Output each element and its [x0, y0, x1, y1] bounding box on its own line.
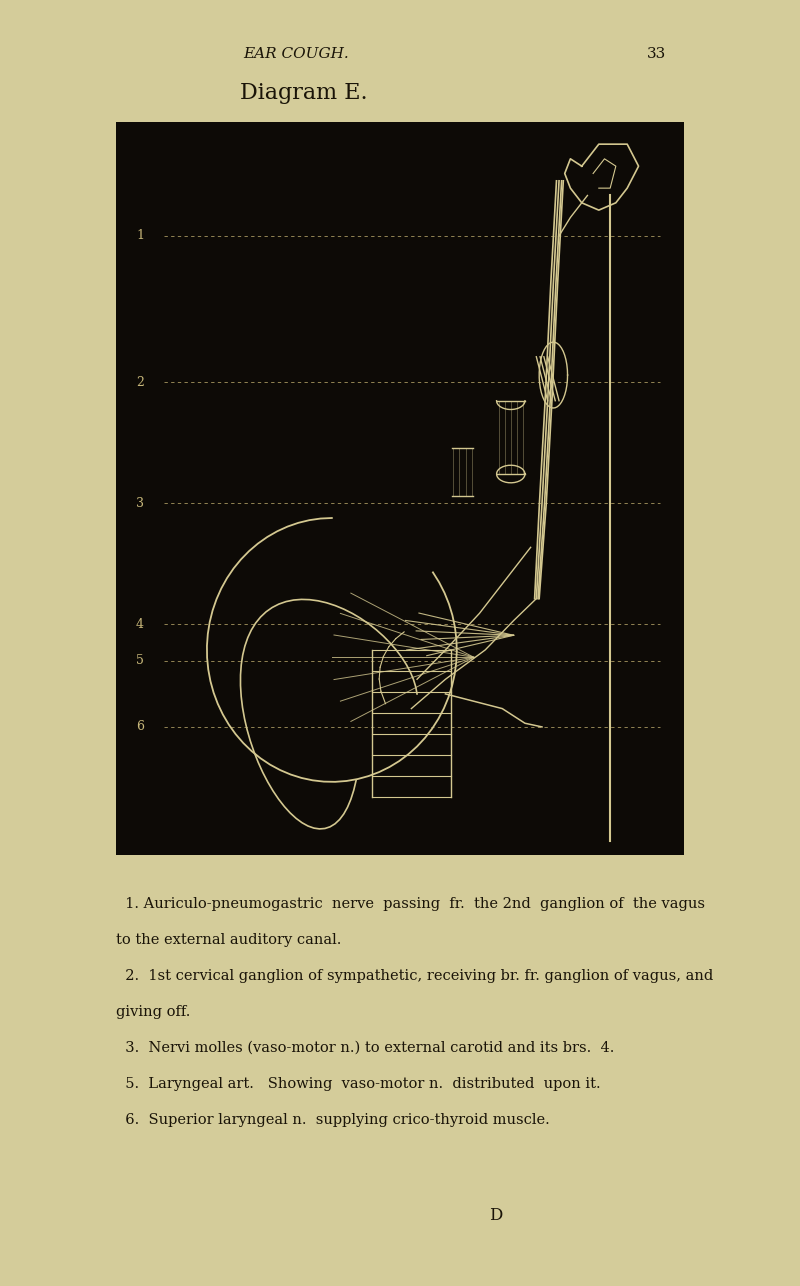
Text: 3.  Nervi molles (vaso-motor n.) to external carotid and its brs.  4.: 3. Nervi molles (vaso-motor n.) to exter…	[116, 1040, 614, 1055]
Bar	[116, 122, 684, 855]
Text: 5.  Laryngeal art.   Showing  vaso-motor n.  distributed  upon it.: 5. Laryngeal art. Showing vaso-motor n. …	[116, 1076, 601, 1091]
Text: giving off.: giving off.	[116, 1004, 190, 1019]
Text: 3: 3	[136, 496, 144, 509]
Text: 1. Auriculo-pneumogastric  nerve  passing  fr.  the 2nd  ganglion of  the vagus: 1. Auriculo-pneumogastric nerve passing …	[116, 896, 705, 910]
Text: 2.  1st cervical ganglion of sympathetic, receiving br. fr. ganglion of vagus, a: 2. 1st cervical ganglion of sympathetic,…	[116, 968, 714, 983]
Text: to the external auditory canal.: to the external auditory canal.	[116, 932, 342, 946]
Text: 6: 6	[136, 720, 144, 733]
Text: 33: 33	[646, 48, 666, 60]
Text: D: D	[490, 1206, 502, 1224]
Text: 4: 4	[136, 617, 144, 631]
Text: Diagram E.: Diagram E.	[240, 81, 368, 104]
Text: 6.  Superior laryngeal n.  supplying crico-thyroid muscle.: 6. Superior laryngeal n. supplying crico…	[116, 1112, 550, 1127]
Text: 2: 2	[136, 376, 144, 388]
Text: EAR COUGH.: EAR COUGH.	[243, 48, 349, 60]
Text: 1: 1	[136, 229, 144, 242]
Text: 5: 5	[136, 655, 144, 667]
